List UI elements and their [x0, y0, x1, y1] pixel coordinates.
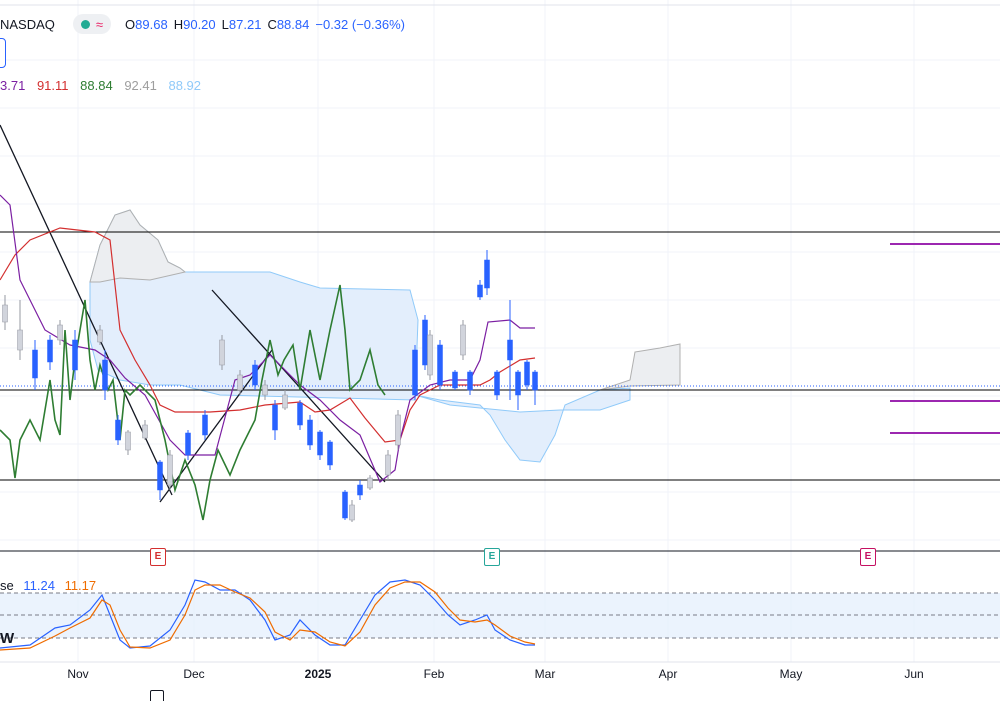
oscillator-legend: se 11.24 11.17 [0, 578, 102, 593]
candle-body [142, 424, 148, 439]
open-value: 89.68 [135, 16, 168, 32]
ichimoku-lines [0, 194, 536, 521]
time-tick-label: Mar [534, 667, 556, 681]
time-tick-label: Jun [904, 667, 924, 681]
cloud-grey-area [599, 343, 681, 391]
k-value: 11.24 [23, 578, 55, 593]
time-tick-label: 2025 [304, 667, 332, 681]
chart-grid [0, 0, 1000, 663]
time-tick-label: Feb [423, 667, 445, 681]
market-open-dot-icon [80, 19, 90, 29]
time-tick-label: Dec [183, 667, 205, 681]
ichimoku-value: 88.84 [80, 78, 113, 93]
candle-body [484, 259, 490, 289]
cloud-grey-area [89, 209, 187, 283]
low-label: L [221, 16, 229, 32]
high-label: H [173, 16, 184, 32]
candle-body [167, 454, 173, 486]
candle-body [327, 441, 333, 466]
candle-body [357, 484, 363, 496]
candle-body [185, 432, 191, 456]
candle-body [57, 324, 63, 341]
candle-body [460, 324, 466, 356]
candle-body [367, 477, 373, 489]
candle-body [262, 384, 268, 396]
oscillator-label: se [0, 578, 14, 593]
candle-body [532, 371, 538, 391]
candle-body [272, 404, 278, 431]
approx-icon: ≈ [95, 16, 104, 32]
kijun-line [0, 194, 535, 483]
ichimoku-value: 92.41 [124, 78, 157, 93]
stoch-k-line [0, 579, 535, 649]
time-tick-label: Apr [658, 667, 678, 681]
candle-body [524, 361, 530, 386]
candle-body [102, 359, 108, 391]
stochastic-pane [0, 579, 1000, 651]
ichimoku-value: 91.11 [36, 78, 69, 93]
high-value: 90.20 [183, 16, 216, 32]
cloud-blue-area [414, 387, 631, 463]
ichimoku-value: 3.71 [0, 78, 26, 93]
candle-body [452, 371, 458, 389]
oscillator-side-label: W [0, 630, 15, 647]
candle-body [395, 414, 401, 446]
ichimoku-cloud [89, 209, 681, 463]
status-pill[interactable]: ≈ [72, 14, 112, 34]
d-value: 11.17 [64, 578, 97, 593]
candle-body [349, 504, 355, 521]
candle-body [252, 364, 258, 386]
candle-body [422, 319, 428, 366]
candle-body [297, 402, 303, 426]
ichimoku-legend: 3.71 91.11 88.84 92.41 88.92 [0, 78, 209, 93]
earnings-badge[interactable]: E [150, 548, 166, 566]
candle-body [97, 329, 103, 343]
candle-body [477, 284, 483, 298]
candle-body [427, 334, 433, 376]
candle-body [507, 339, 513, 361]
candle-body [412, 349, 418, 396]
chikou-line [0, 284, 386, 521]
horizontal-levels [0, 231, 1000, 481]
candle-body [385, 454, 391, 476]
symbol-exchange: NASDAQ [0, 16, 55, 32]
candle-body [125, 431, 131, 451]
candle-body [72, 339, 78, 371]
trend-line [211, 289, 386, 483]
candle-body [115, 419, 121, 441]
change-value: −0.32 (−0.36%) [315, 16, 405, 32]
candle-body [317, 431, 323, 456]
candle-body [494, 371, 500, 396]
candle-body [17, 329, 23, 351]
time-tick-label: May [779, 667, 803, 681]
ohlc-legend: NASDAQ ≈ O 89.68 H 90.20 L 87.21 C 88.84 −0.… [0, 14, 405, 34]
candle-body [47, 339, 53, 363]
candle-body [237, 374, 243, 391]
candle-body [307, 419, 313, 446]
ichimoku-value: 88.92 [168, 78, 202, 93]
low-value: 87.21 [228, 16, 262, 32]
candle-body [157, 461, 163, 491]
candle-body [282, 394, 288, 409]
candle-body [342, 491, 348, 519]
earnings-badge[interactable]: E [860, 548, 876, 566]
candlesticks [2, 250, 538, 522]
collapse-legend-button[interactable] [0, 38, 6, 68]
time-tick-label: Nov [67, 667, 89, 681]
candle-body [437, 344, 443, 386]
stoch-d-line [0, 581, 536, 651]
calendar-icon[interactable] [150, 690, 164, 701]
candle-body [32, 349, 38, 379]
candle-body [515, 371, 521, 396]
close-label: C [267, 16, 277, 32]
open-label: O [125, 16, 136, 32]
candle-body [219, 339, 225, 366]
candle-body [467, 371, 473, 391]
candle-body [2, 304, 8, 323]
earnings-badge[interactable]: E [484, 548, 500, 566]
close-value: 88.84 [276, 16, 310, 32]
candle-body [202, 414, 208, 436]
